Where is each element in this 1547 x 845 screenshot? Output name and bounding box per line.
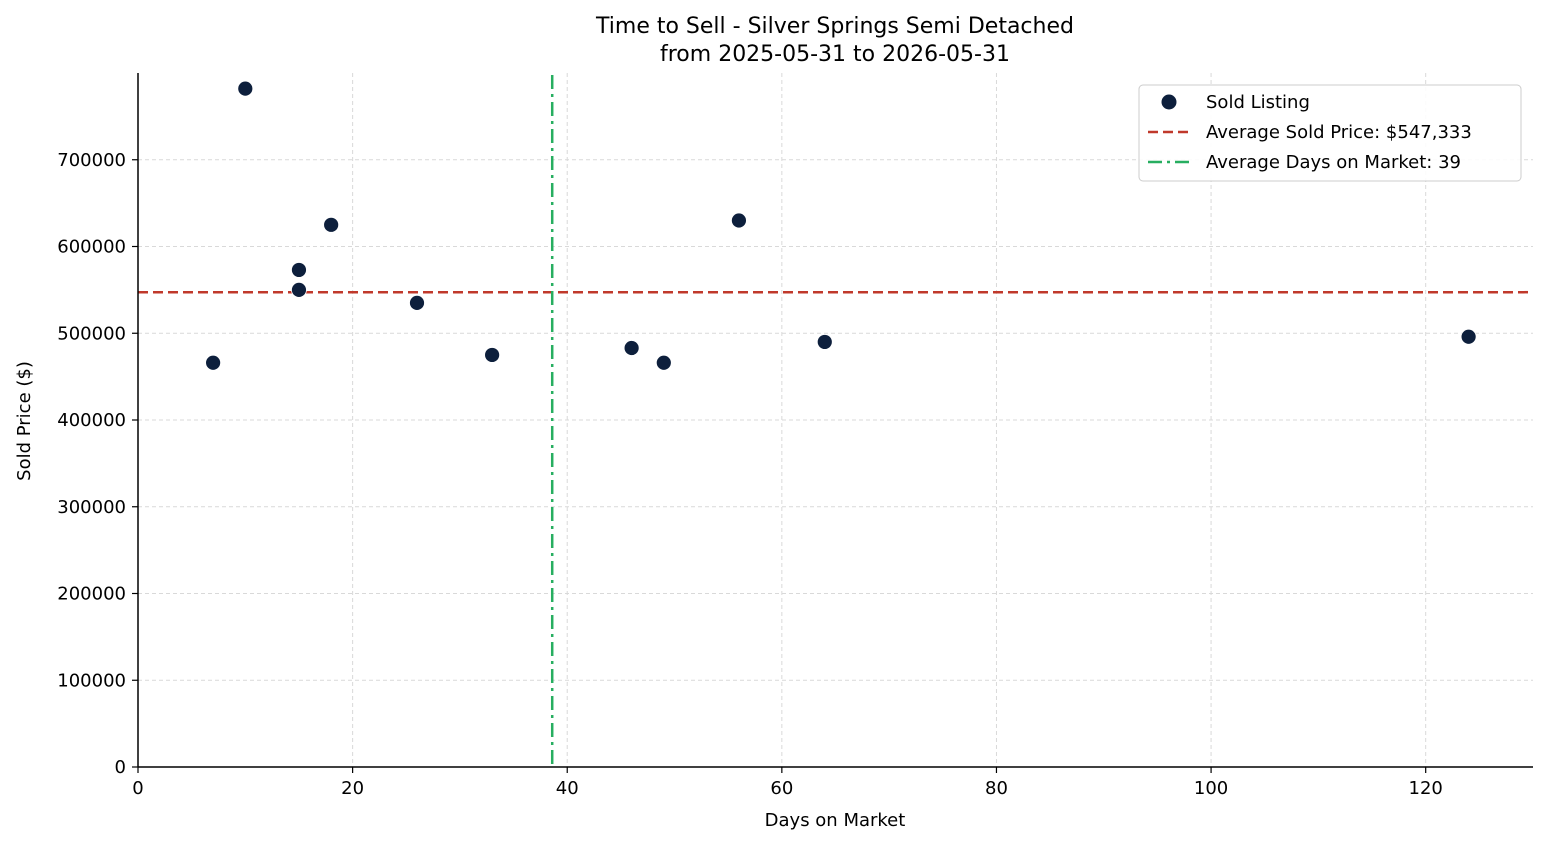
y-tick-label: 400000 (57, 410, 126, 431)
data-point (484, 347, 501, 363)
chart-title: Time to Sell - Silver Springs Semi Detac… (595, 14, 1074, 67)
x-tick-label: 40 (556, 778, 579, 799)
x-tick-label: 20 (341, 778, 364, 799)
legend-label: Sold Listing (1206, 92, 1310, 113)
title: Time to Sell - Silver Springs Semi Detac… (595, 14, 1074, 39)
y-axis-label: Sold Price ($) (14, 361, 35, 481)
data-point (237, 80, 254, 97)
legend-label: Average Days on Market: 39 (1206, 152, 1461, 173)
x-axis-label: Days on Market (765, 810, 906, 831)
legend-marker (1161, 94, 1177, 110)
legend: Sold Listing Average Sold Price: $547,333… (1138, 84, 1522, 182)
y-tick-label: 500000 (57, 323, 126, 344)
y-tick-label: 700000 (57, 150, 126, 171)
data-point (655, 354, 672, 371)
subtitle: from 2025-05-31 to 2026-05-31 (660, 42, 1010, 67)
x-tick-label: 0 (132, 778, 143, 799)
data-point (291, 262, 307, 278)
y-tick-label: 200000 (57, 584, 126, 605)
data-point (816, 334, 833, 350)
data-point (291, 281, 307, 298)
axes (132, 73, 1533, 773)
data-point (623, 340, 640, 356)
legend-label: Average Sold Price: $547,333 (1206, 122, 1472, 143)
y-tick-label: 600000 (57, 237, 126, 258)
x-tick-label: 120 (1409, 778, 1443, 799)
x-tick-label: 100 (1194, 778, 1228, 799)
data-point (409, 294, 425, 311)
data-point (1460, 328, 1477, 345)
data-points (205, 80, 1477, 371)
data-point (205, 354, 222, 371)
x-tick-label: 60 (770, 778, 793, 799)
legend-box (1138, 84, 1522, 182)
y-tick-label: 0 (115, 757, 126, 778)
tick-labels: 0 20 40 60 80 100 120 0 100000 200000 300000 400000… (57, 150, 1443, 799)
data-point (731, 212, 747, 229)
reference-lines (138, 75, 1533, 767)
y-tick-label: 300000 (57, 497, 126, 518)
data-point (323, 216, 340, 233)
x-tick-label: 80 (985, 778, 1008, 799)
y-tick-label: 100000 (57, 670, 126, 691)
